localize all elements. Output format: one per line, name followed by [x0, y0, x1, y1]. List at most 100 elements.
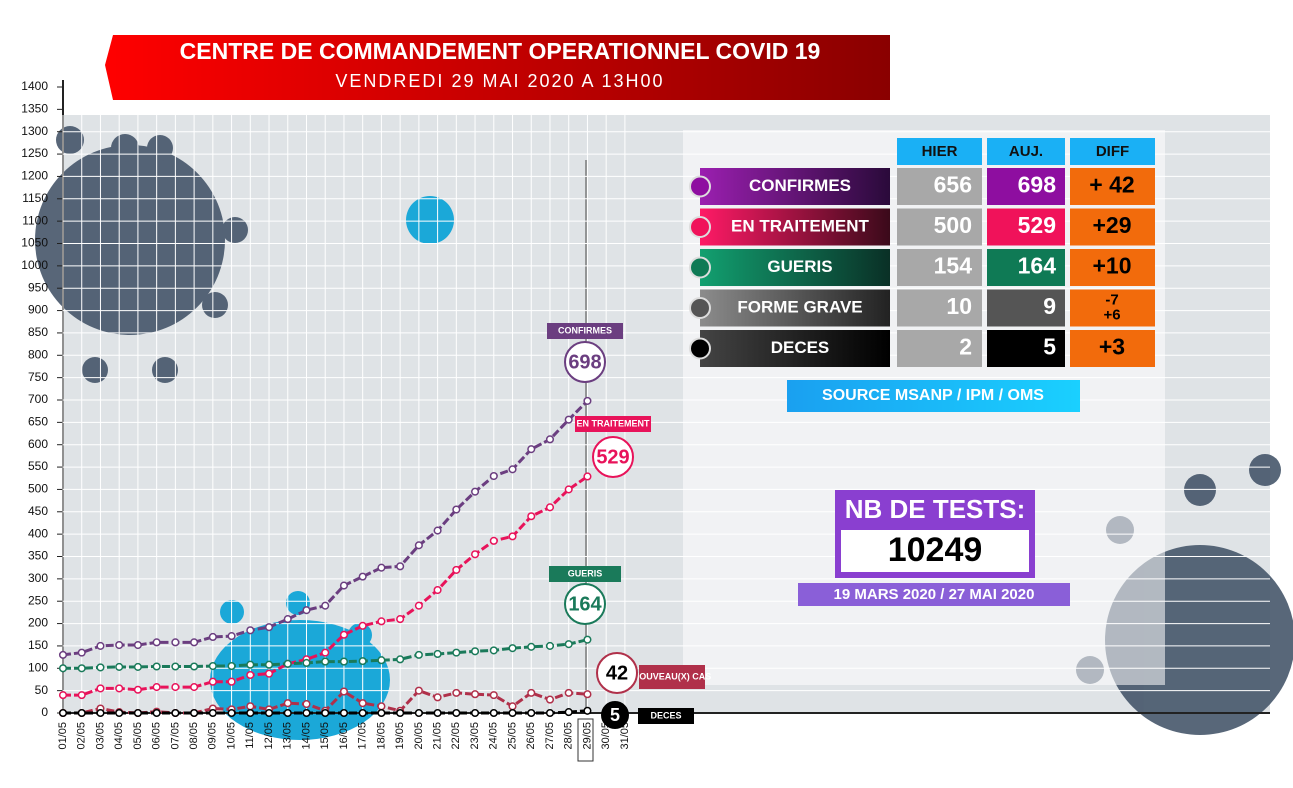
- x-tick-label: 12/05: [263, 722, 275, 750]
- point: [508, 708, 517, 718]
- point: [115, 684, 124, 693]
- table-header-cell: [897, 138, 982, 165]
- point: [302, 606, 311, 615]
- y-tick-label: 1150: [22, 191, 48, 205]
- y-tick-label: 350: [28, 549, 48, 563]
- point: [133, 685, 142, 694]
- point: [152, 662, 161, 671]
- y-tick-label: 1200: [21, 169, 48, 183]
- point: [358, 699, 367, 708]
- x-tick-label: 31/05: [619, 722, 631, 750]
- point: [564, 708, 573, 717]
- row-label-cell: [700, 330, 890, 367]
- point: [339, 581, 349, 590]
- x-tick-label: 21/05: [432, 722, 444, 750]
- row-label: DECES: [771, 338, 830, 357]
- point: [246, 702, 255, 711]
- point: [545, 503, 555, 512]
- point: [58, 708, 68, 718]
- x-tick-label: 29/05: [581, 722, 593, 750]
- row-label: EN TRAITEMENT: [731, 216, 870, 235]
- callout-label-box: [547, 323, 623, 339]
- x-tick-label: 28/05: [563, 722, 575, 750]
- y-tick-label: 150: [28, 638, 48, 652]
- point: [527, 708, 536, 718]
- diff-value: + 42: [1089, 172, 1134, 198]
- point: [583, 706, 592, 715]
- callout-label: GUERIS: [568, 568, 603, 578]
- point: [471, 690, 480, 699]
- point: [77, 691, 86, 700]
- point: [302, 700, 311, 709]
- row-label-cell: [700, 289, 890, 327]
- point: [433, 526, 442, 535]
- y-tick-label: 1400: [21, 79, 48, 93]
- x-tick-label: 24/05: [488, 722, 500, 750]
- x-tick-label: 15/05: [319, 722, 331, 750]
- callout-value: 42: [606, 662, 628, 684]
- y-tick-label: 850: [28, 325, 48, 339]
- point: [171, 683, 180, 692]
- x-tick-label: 02/05: [76, 722, 88, 750]
- tests-period-bar: [798, 583, 1070, 606]
- y-tick-label: 450: [28, 504, 48, 518]
- title-banner: [105, 35, 890, 100]
- point: [58, 650, 68, 659]
- callout-bubble: [564, 341, 606, 383]
- point: [115, 662, 124, 671]
- point: [152, 683, 161, 692]
- y-tick-label: 1300: [21, 124, 48, 138]
- callout-value: 529: [596, 446, 629, 468]
- point: [96, 663, 105, 672]
- point: [321, 657, 330, 666]
- point: [358, 657, 367, 666]
- point: [583, 690, 592, 699]
- diff-cell: [1070, 289, 1155, 327]
- x-tick-label: 11/05: [244, 722, 256, 749]
- point: [452, 688, 461, 697]
- auj-value: 9: [1043, 293, 1056, 319]
- point: [302, 658, 311, 667]
- auj-value: 698: [1018, 172, 1057, 198]
- point: [264, 708, 274, 718]
- point: [190, 638, 199, 647]
- point: [489, 691, 498, 700]
- point: [96, 641, 105, 650]
- y-tick-label: 100: [28, 660, 48, 674]
- diff-cell: [1070, 168, 1155, 205]
- point: [246, 626, 255, 635]
- point: [321, 601, 330, 610]
- row-label: GUERIS: [767, 257, 832, 276]
- point: [171, 662, 180, 671]
- today-box: [577, 718, 594, 762]
- point: [246, 660, 255, 669]
- row-bullet: [689, 256, 711, 279]
- row-label-cell: [700, 208, 890, 246]
- point: [583, 635, 592, 644]
- point: [527, 688, 536, 697]
- point: [264, 623, 274, 632]
- callout-bubble: [564, 583, 606, 625]
- row-label-cell: [700, 249, 890, 286]
- source-bar: [787, 380, 1080, 412]
- callout-label: DECES: [650, 710, 681, 720]
- y-tick-label: 300: [28, 571, 48, 585]
- hier-cell: [897, 249, 982, 286]
- x-tick-label: 08/05: [188, 722, 200, 750]
- point: [545, 695, 555, 704]
- x-tick-label: 03/05: [94, 722, 106, 750]
- point: [358, 572, 367, 581]
- point: [339, 657, 349, 666]
- x-tick-label: 07/05: [169, 722, 181, 750]
- point: [208, 632, 217, 642]
- callout-label: CONFIRMES: [558, 325, 612, 335]
- point: [152, 708, 161, 718]
- point: [508, 702, 517, 711]
- y-tick-label: 900: [28, 303, 48, 317]
- y-tick-label: 750: [28, 370, 48, 384]
- point: [564, 415, 573, 424]
- row-bullet: [689, 216, 711, 238]
- diff-cell: [1070, 330, 1155, 367]
- point: [377, 563, 386, 572]
